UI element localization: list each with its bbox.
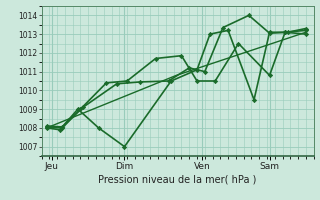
X-axis label: Pression niveau de la mer( hPa ): Pression niveau de la mer( hPa ) (99, 175, 257, 185)
